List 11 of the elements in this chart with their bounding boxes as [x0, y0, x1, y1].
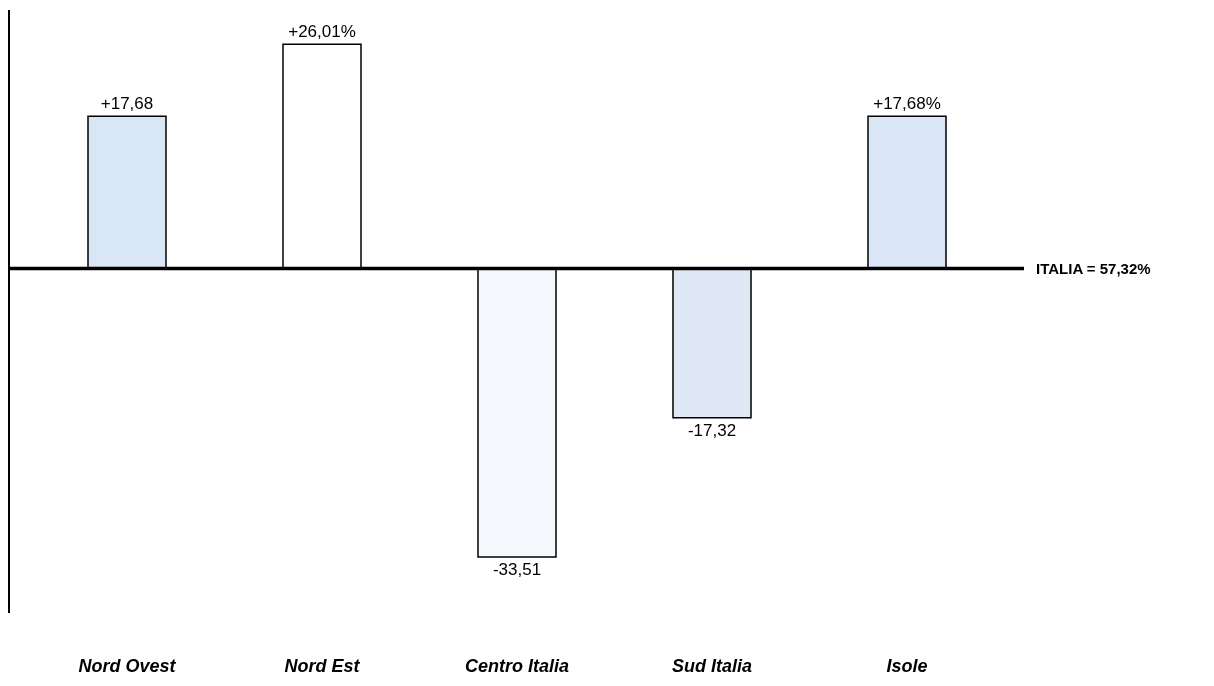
x-tick-label: Isole [886, 656, 928, 676]
data-label: +17,68% [873, 94, 941, 114]
x-tick-label: Nord Ovest [78, 656, 177, 676]
data-label: +17,68 [100, 94, 154, 114]
x-tick-label: Centro Italia [464, 656, 570, 676]
data-label: +26,01% [288, 22, 356, 42]
x-tick-label: Nord Est [284, 656, 361, 676]
x-tick-label: Sud Italia [671, 656, 753, 676]
data-label: -17,32 [687, 420, 737, 440]
text: ITALIA = 57,32% [1036, 260, 1151, 277]
data-label: -33,51 [492, 560, 542, 580]
